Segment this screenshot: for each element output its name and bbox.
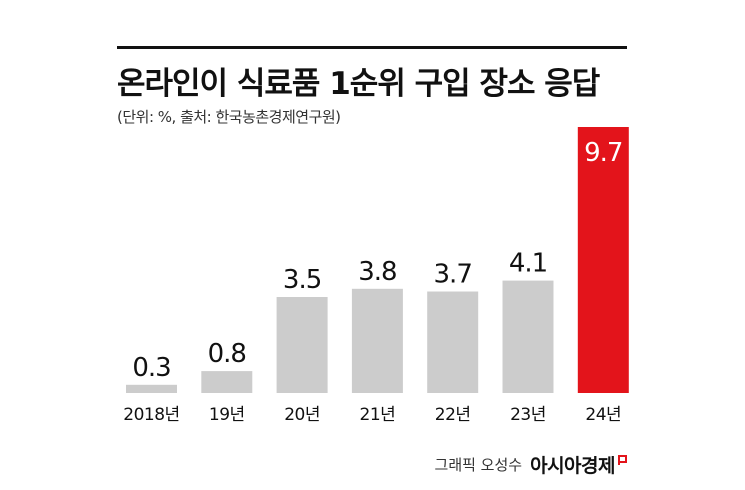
category-label: 19년 — [209, 405, 245, 425]
category-label: 23년 — [510, 405, 546, 425]
value-label: 9.7 — [584, 138, 622, 168]
value-label: 3.8 — [358, 257, 396, 287]
bar-19년 — [201, 371, 253, 393]
value-label: 0.8 — [208, 339, 246, 369]
value-label: 3.5 — [283, 265, 321, 295]
bar-21년 — [351, 288, 403, 393]
value-label: 0.3 — [132, 353, 170, 383]
bar-20년 — [276, 297, 328, 393]
category-label: 2018년 — [123, 405, 179, 425]
category-label: 20년 — [284, 405, 320, 425]
value-label: 4.1 — [509, 249, 547, 279]
category-label: 22년 — [435, 405, 471, 425]
chart-title: 온라인이 식료품 1순위 구입 장소 응답 — [117, 66, 600, 102]
bar-23년 — [502, 280, 554, 393]
category-label: 21년 — [360, 405, 396, 425]
bar-2018년 — [126, 384, 177, 393]
title-rule — [117, 46, 627, 49]
brand-logo-text: 아시아경제 — [530, 455, 615, 477]
value-label: 3.7 — [434, 260, 472, 290]
graphic-byline: 그래픽 오성수 — [434, 456, 523, 474]
category-label: 24년 — [585, 405, 621, 425]
credit: 그래픽 오성수 아시아경제 — [435, 451, 627, 478]
bar-22년 — [427, 291, 479, 393]
brand-mark-icon — [618, 455, 627, 465]
chart-subtitle: (단위: %, 출처: 한국농촌경제연구원) — [117, 108, 341, 126]
bar-24년 — [577, 127, 629, 393]
